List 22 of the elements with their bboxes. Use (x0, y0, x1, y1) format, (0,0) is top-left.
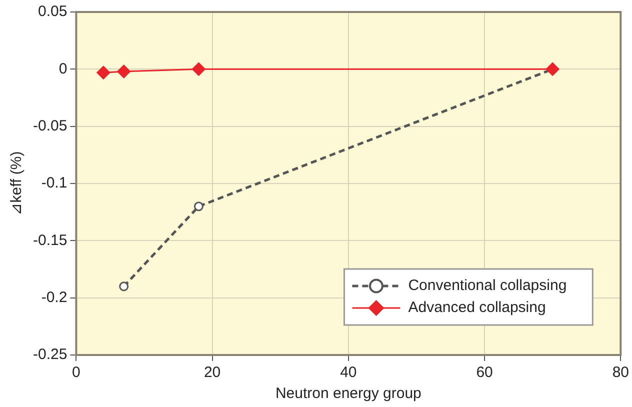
x-tick-label: 20 (204, 364, 221, 382)
x-tick-label: 80 (612, 364, 629, 382)
x-tick-label: 40 (340, 364, 357, 382)
x-tick-label: 0 (72, 364, 80, 382)
x-tick-label: 60 (476, 364, 493, 382)
point (116, 64, 131, 78)
y-tick-label: -0.15 (32, 232, 68, 249)
y-tick-label: -0.1 (41, 174, 68, 192)
point (192, 62, 206, 76)
y-tick-label: -0.05 (32, 117, 68, 134)
legend-label: Advanced collapsing (408, 299, 546, 316)
y-tick-label: 0.05 (38, 3, 68, 20)
y-tick-label: -0.2 (41, 288, 68, 306)
y-tick-label: 0 (58, 60, 68, 78)
x-axis-title: Neutron energy group (275, 385, 422, 402)
point (96, 66, 110, 80)
y-tick-label: -0.25 (32, 346, 68, 364)
point (546, 62, 560, 76)
legend-label: Conventional collapsing (408, 277, 567, 294)
y-axis-title: ⊿keff (%) (8, 151, 26, 216)
point (119, 282, 129, 292)
point (194, 202, 204, 212)
